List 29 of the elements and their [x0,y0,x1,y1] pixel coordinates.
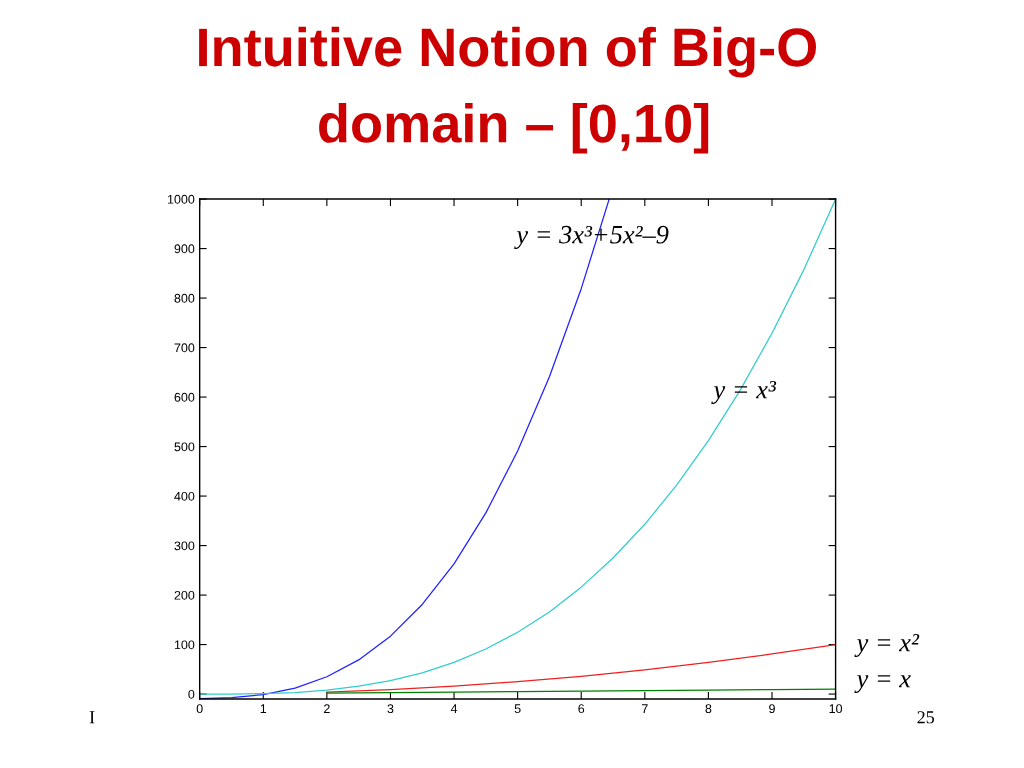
text: 25 [917,711,935,724]
y-tick-label: 300 [174,541,195,551]
y-tick-label: 0 [188,689,195,699]
text: I [89,711,95,724]
y-tick-label: 100 [174,640,195,650]
chart-title: Intuitive Notion of Big-O [199,26,817,78]
y-tick-label: 400 [174,491,195,501]
chart-subtitle: domain – [0,10] [319,103,709,154]
x-tick-label: 4 [450,704,458,713]
y-tick-label: 900 [174,244,195,254]
y-tick-label: 700 [174,343,195,353]
series-label: y = x² [854,633,920,657]
x-tick-label: 6 [578,704,585,714]
x-tick-label: 7 [641,704,648,713]
y-tick-label: 800 [174,293,195,303]
line-series [326,643,836,693]
y-tick-label: 600 [174,392,195,402]
x-tick-label: 5 [514,704,521,714]
x-tick-label: 0 [196,704,203,714]
y-tick-label: 200 [174,590,195,600]
y-tick-label: 500 [174,442,195,452]
x-tick-label: 3 [387,704,394,714]
x-tick-label: 9 [769,704,775,714]
x-tick-label: 8 [705,704,712,714]
series-label: y = x [854,675,911,693]
x-tick-label: 10 [829,704,843,714]
y-tick-label: 1000 [167,194,195,204]
x-tick-label: 2 [324,704,330,713]
x-tick-label: 1 [260,704,267,713]
